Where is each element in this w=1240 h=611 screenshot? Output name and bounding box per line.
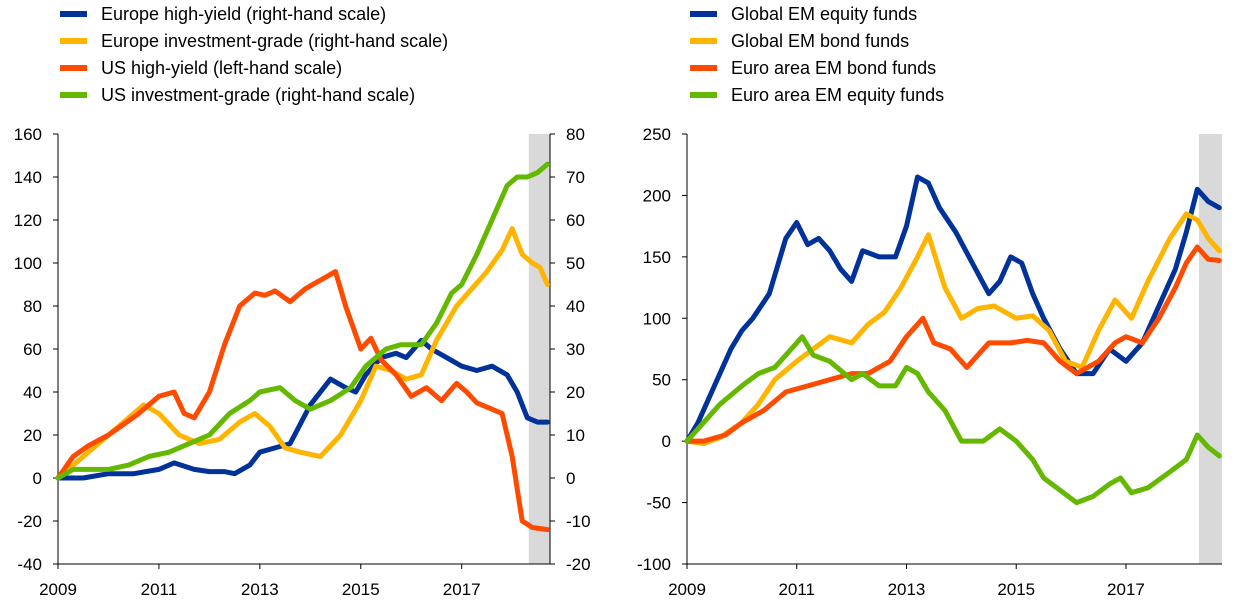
y-tick-label-right: 40 [566, 297, 585, 316]
x-tick-label: 2009 [39, 580, 77, 599]
x-tick-label: 2011 [141, 580, 178, 599]
series-line-3 [684, 244, 1222, 444]
y-tick-label-left: 100 [643, 309, 671, 328]
y-tick-label-left: 40 [23, 383, 42, 402]
y-tick-label-left: 80 [23, 297, 42, 316]
shaded-region [528, 134, 550, 564]
chart-panel-1: -40 -20 0 20 40 60 80 100 120 140 160 -20 -10 0 10 20 30… [14, 4, 591, 599]
x-tick-label: 2013 [888, 580, 926, 599]
y-tick-label-right: 50 [566, 254, 585, 273]
x-tick-label: 2011 [778, 580, 815, 599]
y-tick-label-left: 200 [643, 186, 671, 205]
series-line-4 [55, 161, 550, 481]
y-tick-label-right: 0 [566, 469, 575, 488]
series-line-4 [684, 334, 1222, 506]
legend-label: Euro area EM equity funds [731, 85, 944, 105]
y-tick-label-left: 250 [643, 125, 671, 144]
x-tick-label: 2017 [443, 580, 481, 599]
y-tick-label-left: 100 [14, 254, 42, 273]
x-tick-label: 2009 [668, 580, 706, 599]
legend-label: US high-yield (left-hand scale) [101, 58, 342, 78]
y-tick-label-right: -20 [566, 555, 591, 574]
legend-label: US investment-grade (right-hand scale) [101, 85, 415, 105]
y-tick-label-left: 20 [23, 426, 42, 445]
y-tick-label-right: 10 [566, 426, 585, 445]
legend-label: Euro area EM bond funds [731, 58, 936, 78]
chart-panel-2: -100 -50 0 50 100 150 200 250 2009 2011 2013 2015 20… [637, 4, 1222, 599]
series-line-2 [55, 226, 550, 481]
legend-label: Global EM equity funds [731, 4, 917, 24]
legend-label: Europe investment-grade (right-hand scal… [101, 31, 448, 51]
y-tick-label-right: 30 [566, 340, 585, 359]
y-tick-label-left: 50 [652, 371, 671, 390]
y-tick-label-right: 20 [566, 383, 585, 402]
x-tick-label: 2015 [997, 580, 1035, 599]
y-tick-label-left: -50 [646, 494, 671, 513]
series-line-1 [684, 174, 1222, 444]
x-tick-label: 2013 [241, 580, 279, 599]
y-tick-label-right: 70 [566, 168, 585, 187]
series-line-2 [684, 211, 1222, 447]
y-tick-label-left: 150 [643, 248, 671, 267]
y-tick-label-left: 60 [23, 340, 42, 359]
y-tick-label-left: -40 [17, 555, 42, 574]
y-tick-label-left: 140 [14, 168, 42, 187]
y-tick-label-left: -20 [17, 512, 42, 531]
y-tick-label-left: 120 [14, 211, 42, 230]
y-tick-label-left: -100 [637, 555, 671, 574]
y-tick-label-right: 80 [566, 125, 585, 144]
y-tick-label-right: -10 [566, 512, 591, 531]
y-tick-label-left: 0 [662, 432, 671, 451]
y-tick-label-left: 0 [33, 469, 42, 488]
y-tick-label-left: 160 [14, 125, 42, 144]
series-line-1 [55, 337, 550, 481]
x-tick-label: 2017 [1107, 580, 1145, 599]
series-line-3 [55, 269, 550, 533]
legend-label: Europe high-yield (right-hand scale) [101, 4, 386, 24]
y-tick-label-right: 60 [566, 211, 585, 230]
x-tick-label: 2015 [342, 580, 380, 599]
legend-label: Global EM bond funds [731, 31, 909, 51]
